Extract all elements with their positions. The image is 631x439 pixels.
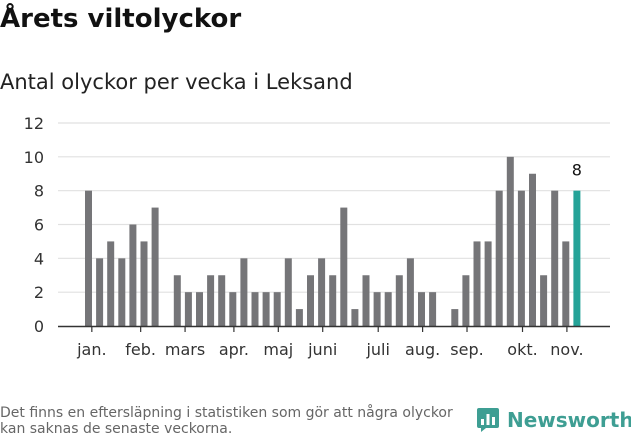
x-tick-label: apr. <box>219 340 249 359</box>
bar <box>262 292 270 326</box>
bar <box>462 275 470 326</box>
x-tick-label: maj <box>263 340 293 359</box>
bar <box>218 275 226 326</box>
y-tick-label: 2 <box>34 283 44 302</box>
bar <box>484 241 492 326</box>
bar <box>118 258 126 326</box>
bar <box>251 292 259 326</box>
chart-title: Årets viltolyckor <box>0 4 242 34</box>
bar-chart-logo-icon <box>477 408 499 432</box>
x-tick-label: juni <box>307 340 337 359</box>
y-tick-label: 12 <box>24 114 44 133</box>
bar <box>284 258 292 326</box>
chart-subtitle: Antal olyckor per vecka i Leksand <box>0 70 353 94</box>
bar <box>495 190 503 326</box>
footnote: Det finns en eftersläpning i statistiken… <box>0 405 453 437</box>
y-tick-label: 10 <box>24 148 44 167</box>
bar <box>85 190 92 326</box>
data-labels: 8 <box>572 161 582 180</box>
bar <box>318 258 326 326</box>
bar <box>517 190 525 326</box>
y-axis-ticks: 0 2 4 6 8 10 12 <box>24 114 44 336</box>
bar <box>173 275 181 326</box>
bar <box>107 241 115 326</box>
bar <box>351 309 359 326</box>
x-tick-label: mars <box>165 340 205 359</box>
x-tick-label: feb. <box>125 340 156 359</box>
y-tick-label: 0 <box>34 317 44 336</box>
bar <box>229 292 237 326</box>
bar <box>340 207 348 326</box>
bar <box>307 275 314 326</box>
y-tick-label: 6 <box>34 216 44 235</box>
x-tick-label: sep. <box>450 340 483 359</box>
y-tick-label: 8 <box>34 182 44 201</box>
bar <box>96 258 104 326</box>
bar <box>329 275 337 326</box>
bar <box>151 207 159 326</box>
brand-name: Newsworthy <box>507 408 631 432</box>
x-tick-label: nov. <box>550 340 583 359</box>
bar <box>451 309 459 326</box>
bar <box>418 292 425 326</box>
brand-logo[interactable]: Newsworthy <box>476 407 631 433</box>
bar <box>129 224 137 326</box>
x-tick-label: jan. <box>76 340 106 359</box>
bars <box>85 156 581 326</box>
x-axis: jan. feb. mars apr. maj juni juli aug. sep. okt. n… <box>58 325 610 359</box>
bar <box>373 292 381 326</box>
bar <box>273 292 281 326</box>
y-tick-label: 4 <box>34 249 44 268</box>
bar <box>395 275 403 326</box>
bar <box>529 173 536 326</box>
bar-highlight <box>573 190 581 326</box>
x-tick-label: okt. <box>507 340 537 359</box>
bar <box>240 258 248 326</box>
data-label: 8 <box>572 161 582 180</box>
bar-chart: 0 2 4 6 8 10 12 jan. feb. mars apr. maj juni juli aug… <box>24 114 610 359</box>
bar <box>362 275 370 326</box>
bar <box>406 258 414 326</box>
x-tick-label: aug. <box>405 340 440 359</box>
bar <box>562 241 570 326</box>
bar <box>540 275 548 326</box>
bar <box>473 241 481 326</box>
bar <box>184 292 192 326</box>
bar <box>384 292 392 326</box>
bar <box>295 309 303 326</box>
x-tick-label: juli <box>365 340 389 359</box>
bar <box>196 292 203 326</box>
bar <box>429 292 437 326</box>
bar <box>140 241 148 326</box>
bar <box>506 156 514 326</box>
bar <box>551 190 559 326</box>
bar <box>207 275 215 326</box>
